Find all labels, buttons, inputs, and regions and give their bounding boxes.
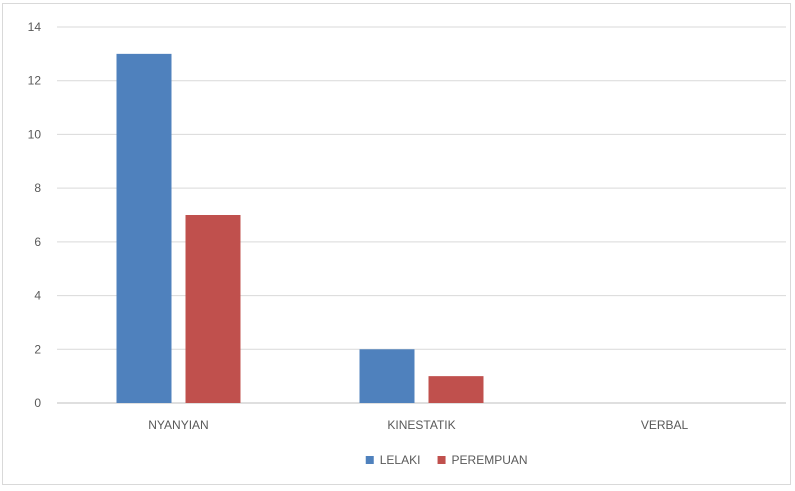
bar-perempuan <box>185 215 241 403</box>
legend-label-perempuan: PEREMPUAN <box>452 453 528 467</box>
y-tick-label: 2 <box>34 342 41 356</box>
y-axis-ticks: 0 2 4 6 8 10 12 14 <box>28 20 42 410</box>
x-tick-label: KINESTATIK <box>387 418 455 432</box>
legend-label-lelaki: LELAKI <box>380 453 421 467</box>
bar-chart: 0 2 4 6 8 10 12 14 NYANYIAN KINESTATIK VERBAL LEL… <box>28 20 786 467</box>
y-tick-label: 14 <box>28 20 42 34</box>
legend-swatch-perempuan <box>437 456 446 464</box>
y-tick-label: 6 <box>34 235 41 249</box>
bar-perempuan <box>428 376 484 403</box>
x-tick-label: NYANYIAN <box>148 418 208 432</box>
legend-swatch-lelaki <box>365 456 374 464</box>
legend: LELAKI PEREMPUAN <box>365 453 528 467</box>
y-tick-label: 8 <box>34 181 41 195</box>
y-tick-label: 12 <box>28 74 42 88</box>
y-tick-label: 10 <box>28 127 42 141</box>
bars <box>116 53 484 403</box>
bar-lelaki <box>116 53 172 403</box>
bar-lelaki <box>359 349 415 403</box>
x-axis-labels: NYANYIAN KINESTATIK VERBAL <box>148 418 688 432</box>
chart-frame: 0 2 4 6 8 10 12 14 NYANYIAN KINESTATIK VERBAL LEL… <box>2 3 791 485</box>
x-tick-label: VERBAL <box>641 418 689 432</box>
y-tick-label: 0 <box>34 396 41 410</box>
y-tick-label: 4 <box>34 289 41 303</box>
gridlines <box>57 26 786 404</box>
